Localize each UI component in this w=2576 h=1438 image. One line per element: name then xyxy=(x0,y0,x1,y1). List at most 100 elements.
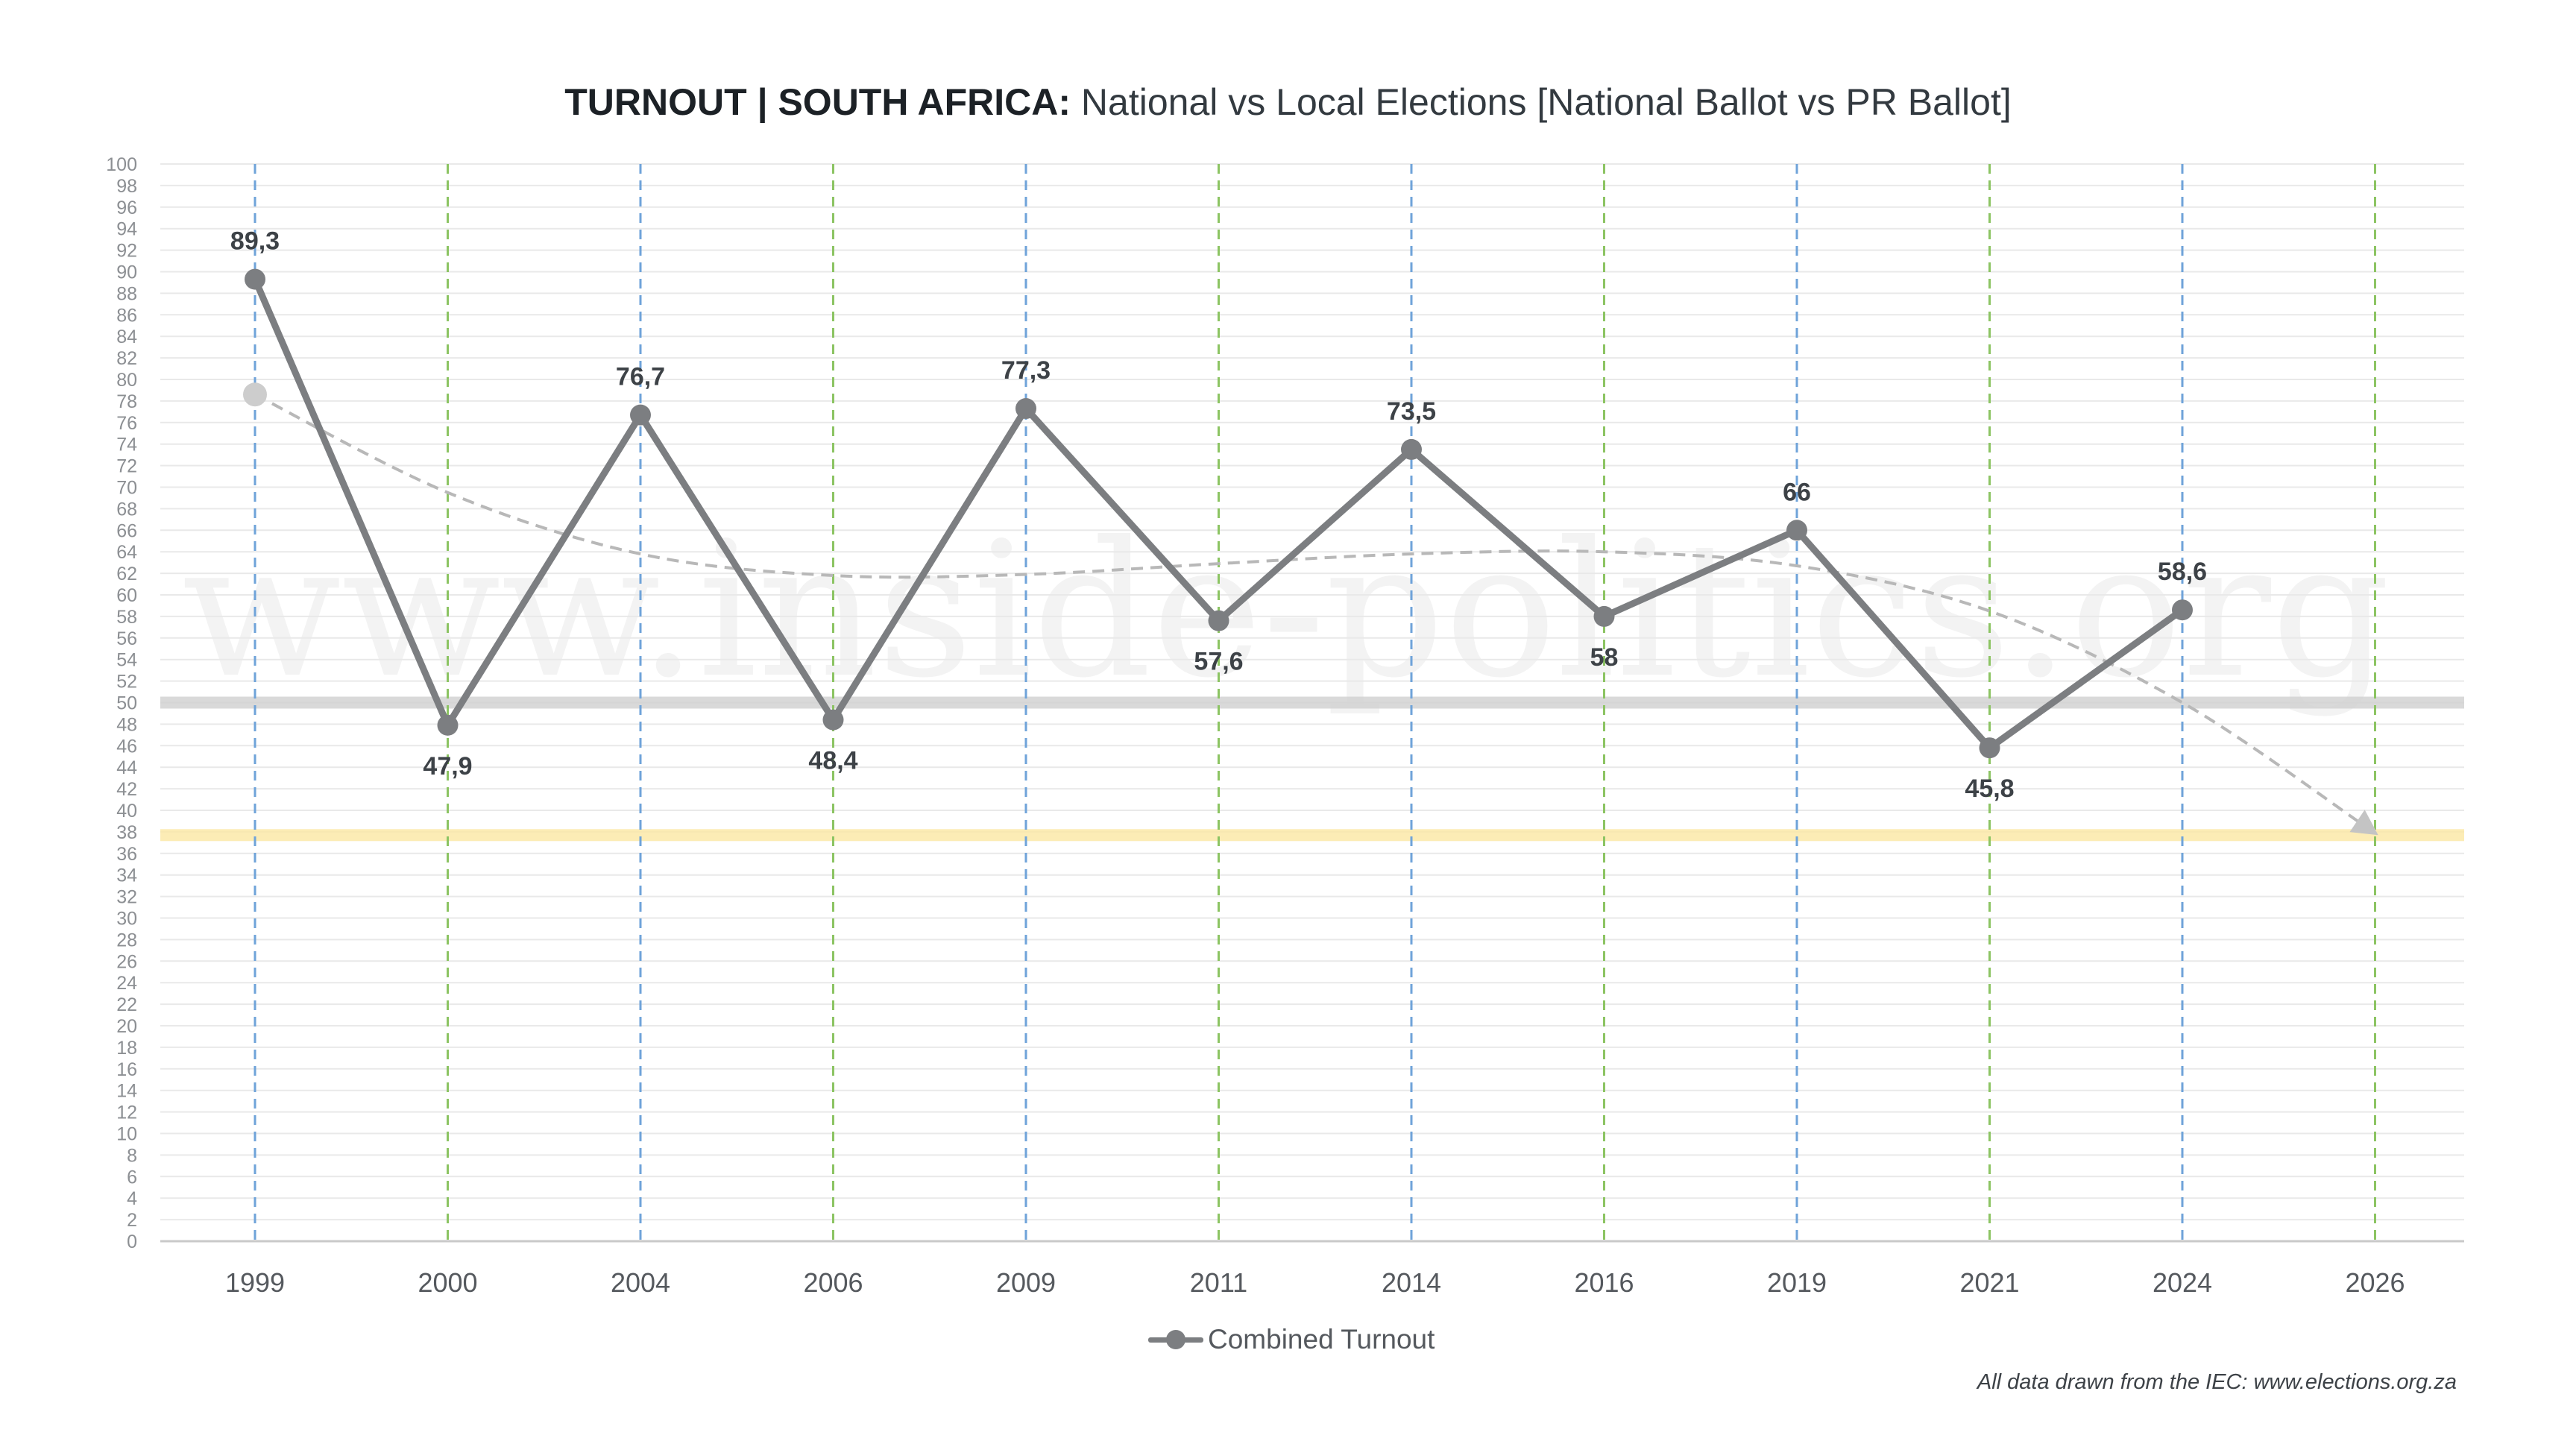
x-tick-label: 2024 xyxy=(2153,1267,2212,1298)
y-tick-label: 32 xyxy=(116,887,137,908)
y-tick-label: 12 xyxy=(116,1103,137,1123)
trendline xyxy=(243,382,2378,836)
x-tick-label: 1999 xyxy=(225,1267,285,1298)
data-point-2021 xyxy=(1979,737,2000,759)
y-tick-label: 72 xyxy=(116,456,137,477)
y-tick-label: 6 xyxy=(127,1167,137,1188)
data-label: 77,3 xyxy=(1001,356,1051,385)
y-tick-label: 70 xyxy=(116,478,137,499)
y-tick-label: 24 xyxy=(116,973,137,994)
y-tick-label: 64 xyxy=(116,542,137,563)
y-tick-label: 30 xyxy=(116,909,137,930)
y-tick-label: 28 xyxy=(116,930,137,950)
x-tick-label: 2014 xyxy=(1382,1267,1441,1298)
y-tick-label: 26 xyxy=(116,951,137,972)
data-label: 48,4 xyxy=(808,747,857,775)
y-tick-label: 50 xyxy=(116,693,137,714)
x-tick-label: 2016 xyxy=(1574,1267,1634,1298)
y-tick-label: 94 xyxy=(116,219,137,240)
y-tick-label: 80 xyxy=(116,370,137,391)
y-tick-label: 74 xyxy=(116,435,137,455)
data-label: 66 xyxy=(1783,478,1811,506)
data-point-2000 xyxy=(437,714,459,736)
data-label: 58,6 xyxy=(2158,558,2207,586)
x-tick-label: 2019 xyxy=(1767,1267,1827,1298)
data-point-2014 xyxy=(1401,438,1422,460)
y-tick-label: 40 xyxy=(116,801,137,822)
y-tick-label: 76 xyxy=(116,413,137,434)
y-axis-ticks: 0246810121416182022242628303234363840424… xyxy=(106,154,137,1252)
data-label: 76,7 xyxy=(616,363,665,391)
series-combined-turnout xyxy=(245,268,2193,759)
y-tick-label: 60 xyxy=(116,585,137,606)
y-tick-label: 18 xyxy=(116,1038,137,1059)
chart-title: TURNOUT | SOUTH AFRICA: National vs Loca… xyxy=(0,81,2576,124)
chart-title-rest: National vs Local Elections [National Ba… xyxy=(1071,81,2012,123)
data-point-2016 xyxy=(1593,605,1615,627)
data-labels: 89,3 47,9 76,7 48,4 77,3 57,6 73,5 58 66 45,8 58,6 xyxy=(230,227,2207,804)
y-tick-label: 2 xyxy=(127,1210,137,1231)
data-label: 47,9 xyxy=(423,752,472,781)
y-tick-label: 58 xyxy=(116,607,137,628)
y-tick-label: 86 xyxy=(116,305,137,326)
legend-label: Combined Turnout xyxy=(1208,1324,1435,1355)
y-tick-label: 56 xyxy=(116,628,137,649)
data-label: 89,3 xyxy=(230,227,280,256)
y-tick-label: 20 xyxy=(116,1016,137,1037)
data-label: 45,8 xyxy=(1965,775,2014,803)
x-tick-label: 2021 xyxy=(1959,1267,2019,1298)
y-tick-label: 22 xyxy=(116,994,137,1015)
y-tick-label: 62 xyxy=(116,564,137,584)
y-tick-label: 52 xyxy=(116,672,137,693)
legend: Combined Turnout xyxy=(1148,1321,1435,1358)
y-tick-label: 82 xyxy=(116,348,137,369)
trendline-start-point xyxy=(243,382,267,407)
data-label: 57,6 xyxy=(1194,648,1243,676)
trendline-path xyxy=(254,393,2366,827)
y-tick-label: 36 xyxy=(116,844,137,865)
y-tick-label: 10 xyxy=(116,1124,137,1145)
reference-bands xyxy=(160,696,2464,842)
y-tick-label: 68 xyxy=(116,499,137,520)
y-tick-label: 98 xyxy=(116,176,137,197)
y-tick-label: 46 xyxy=(116,736,137,757)
y-tick-label: 100 xyxy=(106,154,137,175)
y-tick-label: 44 xyxy=(116,757,137,778)
data-point-2019 xyxy=(1786,520,1807,541)
x-tick-label: 2000 xyxy=(418,1267,477,1298)
data-point-2006 xyxy=(822,709,844,731)
y-tick-label: 4 xyxy=(127,1188,137,1209)
y-tick-label: 8 xyxy=(127,1145,137,1166)
data-point-2009 xyxy=(1015,398,1036,420)
x-tick-label: 2026 xyxy=(2345,1267,2405,1298)
watermark: www.inside-politics.org xyxy=(182,502,2390,719)
x-tick-label: 2004 xyxy=(611,1267,670,1298)
y-tick-label: 88 xyxy=(116,283,137,304)
data-label: 73,5 xyxy=(1387,397,1436,426)
y-tick-label: 16 xyxy=(116,1059,137,1080)
y-tick-label: 96 xyxy=(116,198,137,218)
y-tick-label: 78 xyxy=(116,391,137,412)
data-label: 58 xyxy=(1590,643,1619,672)
y-tick-label: 90 xyxy=(116,262,137,283)
data-point-2024 xyxy=(2172,599,2193,621)
y-tick-label: 42 xyxy=(116,779,137,800)
y-tick-label: 14 xyxy=(116,1081,137,1102)
x-tick-label: 2011 xyxy=(1190,1267,1247,1298)
x-tick-label: 2006 xyxy=(803,1267,863,1298)
source-note: All data drawn from the IEC: www.electio… xyxy=(1977,1370,2457,1394)
y-tick-label: 0 xyxy=(127,1232,137,1252)
data-point-2004 xyxy=(630,404,651,426)
y-tick-label: 66 xyxy=(116,520,137,541)
y-tick-label: 92 xyxy=(116,241,137,262)
x-tick-label: 2009 xyxy=(996,1267,1056,1298)
trendline-arrowhead xyxy=(2349,810,2378,836)
legend-marker xyxy=(1148,1321,1203,1358)
y-tick-label: 54 xyxy=(116,650,137,671)
y-tick-label: 38 xyxy=(116,822,137,843)
data-point-2011 xyxy=(1208,610,1229,631)
y-tick-label: 84 xyxy=(116,327,137,347)
y-tick-label: 48 xyxy=(116,714,137,735)
x-axis-ticks: 1999 2000 2004 2006 2009 2011 2014 2016 2019 2021… xyxy=(225,1267,2405,1298)
